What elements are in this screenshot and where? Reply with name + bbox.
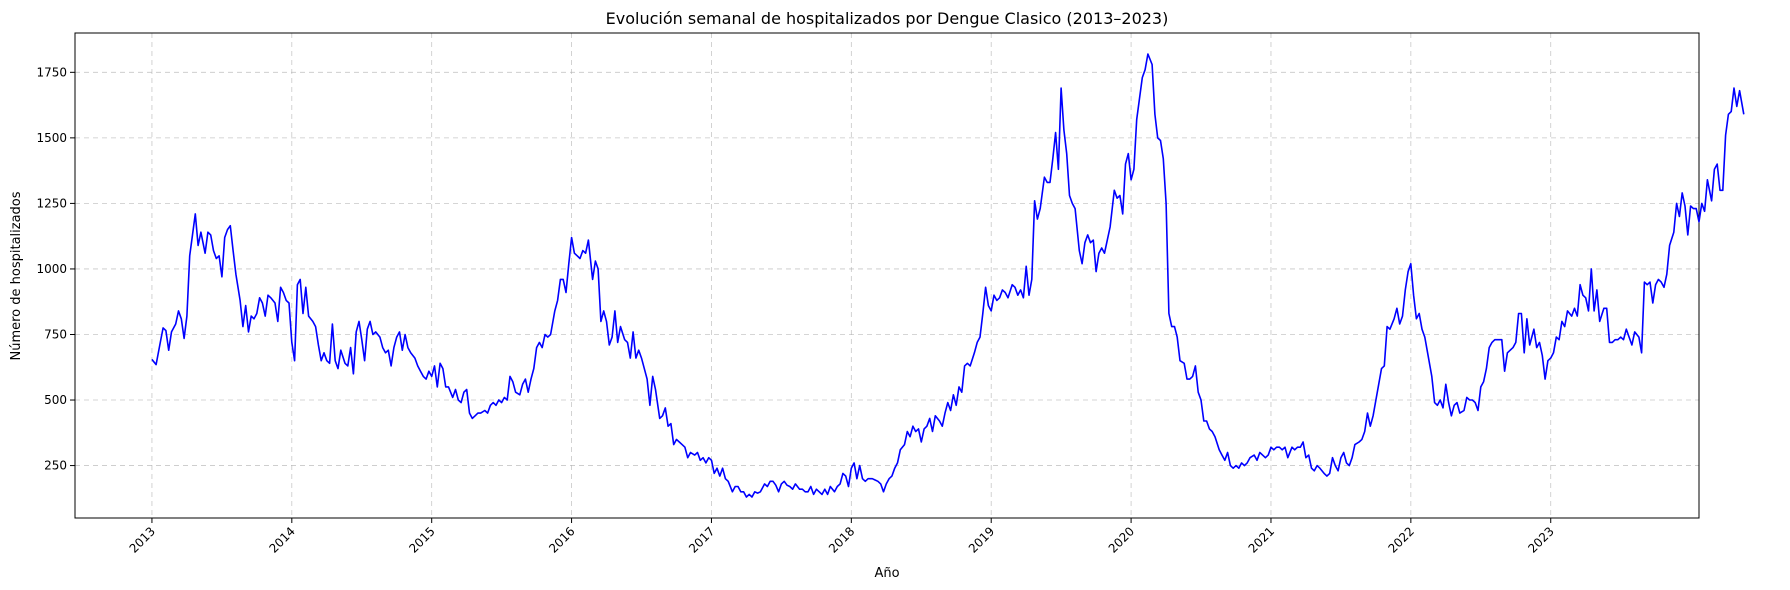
x-tick-label: 2016 xyxy=(546,524,577,555)
y-tick-label: 1000 xyxy=(36,262,67,276)
x-tick-label: 2021 xyxy=(1246,524,1277,555)
x-tick-label: 2015 xyxy=(406,524,437,555)
x-tick-label: 2022 xyxy=(1385,524,1416,555)
grid-layer xyxy=(75,33,1699,518)
series-line-hospitalizados xyxy=(151,53,1745,498)
x-tick-label: 2014 xyxy=(266,524,297,555)
y-tick-label: 250 xyxy=(44,459,67,473)
x-tick-label: 2019 xyxy=(966,524,997,555)
y-axis-label: Número de hospitalizados xyxy=(9,191,24,360)
y-axis: 250 500 750 1000 1250 1500 1750 xyxy=(36,65,75,473)
plot-area-frame xyxy=(74,32,1700,519)
y-tick-label: 750 xyxy=(44,327,67,341)
y-tick-label: 1500 xyxy=(36,131,67,145)
x-axis-label: Año xyxy=(874,566,899,581)
series-layer xyxy=(151,53,1745,498)
y-tick-label: 1250 xyxy=(36,196,67,210)
x-tick-label: 2023 xyxy=(1525,524,1556,555)
x-tick-label: 2020 xyxy=(1106,524,1137,555)
x-tick-label: 2013 xyxy=(127,524,158,555)
x-axis: 2013 2014 2015 2016 2017 2018 2019 2020 2021 2022… xyxy=(127,518,1557,556)
x-tick-label: 2018 xyxy=(826,524,857,555)
y-tick-label: 500 xyxy=(44,393,67,407)
x-tick-label: 2017 xyxy=(686,524,717,555)
chart-title: Evolución semanal de hospitalizados por … xyxy=(606,9,1169,28)
y-tick-label: 1750 xyxy=(36,65,67,79)
